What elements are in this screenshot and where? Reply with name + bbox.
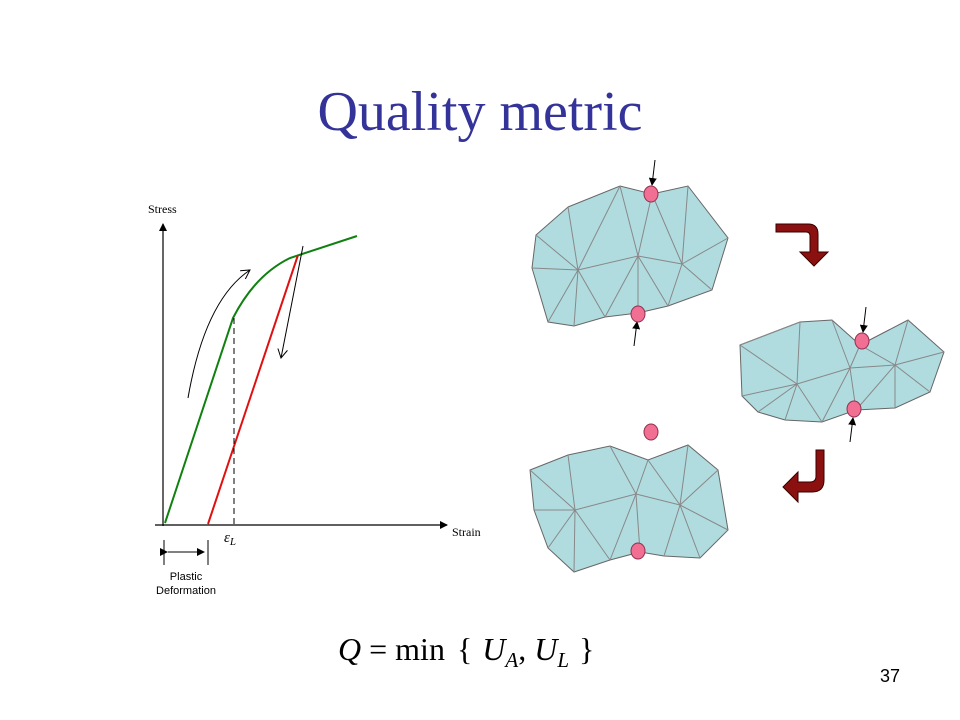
mesh-after-line bbox=[679, 469, 719, 506]
mesh-after-line bbox=[679, 504, 729, 531]
mesh-middle-line bbox=[894, 319, 909, 366]
mesh-before-line bbox=[619, 185, 639, 257]
mesh-middle-line bbox=[784, 383, 798, 421]
slide-title: Quality metric bbox=[317, 81, 642, 143]
mesh-middle-line bbox=[894, 364, 931, 393]
formula-part: , bbox=[518, 631, 526, 667]
mesh-middle-line bbox=[796, 321, 801, 385]
step-arrows-path bbox=[782, 449, 825, 504]
mesh-before-line bbox=[577, 185, 621, 271]
mesh-middle-line bbox=[855, 364, 896, 411]
formula-part: } bbox=[579, 631, 594, 667]
mesh-after-line bbox=[529, 469, 576, 511]
epsilon-label: εL bbox=[224, 530, 236, 548]
y-axis-label: Stress bbox=[148, 202, 177, 216]
formula-part: Q bbox=[338, 631, 361, 667]
mesh-after-line bbox=[679, 444, 689, 506]
page-number: 37 bbox=[880, 666, 900, 686]
mesh-after-line bbox=[567, 454, 576, 511]
mesh-middle-line bbox=[859, 344, 896, 366]
stress-strain-graph-line bbox=[281, 245, 304, 358]
mesh-before-line bbox=[681, 185, 689, 265]
mesh-after-line bbox=[635, 493, 681, 506]
mesh-before-line bbox=[531, 267, 579, 271]
mesh-middle-line bbox=[739, 321, 801, 346]
mesh-after-line bbox=[635, 493, 641, 553]
mesh-before-line bbox=[604, 255, 639, 318]
stress-strain-graph-line bbox=[207, 254, 299, 525]
formula-part: U bbox=[534, 631, 559, 667]
force-pins-ellipse bbox=[643, 423, 659, 441]
stress-strain-graph-path bbox=[164, 235, 358, 524]
mesh-before-line bbox=[577, 255, 639, 271]
epsilon-subscript: L bbox=[229, 536, 236, 548]
mesh-middle-line bbox=[831, 319, 851, 369]
epsilon-symbol: ε bbox=[224, 530, 230, 546]
force-pins-line bbox=[632, 321, 641, 347]
mesh-middle-line bbox=[849, 364, 896, 369]
mesh-before-line bbox=[637, 255, 683, 265]
formula-part: = bbox=[369, 631, 387, 667]
mesh-after-line bbox=[663, 504, 681, 557]
force-pins-line bbox=[859, 306, 868, 333]
step-arrows-path bbox=[775, 223, 830, 267]
mesh-middle-line bbox=[796, 383, 823, 423]
mesh-middle-line bbox=[757, 383, 798, 413]
mesh-after-line bbox=[574, 493, 637, 511]
force-pins-ellipse bbox=[643, 185, 659, 203]
mesh-middle-polygon bbox=[739, 319, 945, 423]
stress-strain-graph: Stress Strain εL Plastic Deformation bbox=[148, 202, 481, 597]
mesh-middle-line bbox=[821, 367, 851, 423]
formula-part: U bbox=[482, 631, 507, 667]
mesh-middle-line bbox=[894, 351, 945, 366]
mesh-middle bbox=[739, 319, 945, 423]
mesh-after-line bbox=[573, 509, 576, 573]
mesh-after-line bbox=[574, 509, 611, 561]
force-pins-line bbox=[648, 159, 657, 186]
mesh-after-line bbox=[609, 445, 637, 495]
mesh-before-line bbox=[637, 255, 669, 307]
mesh-before bbox=[531, 185, 729, 327]
bracket-label: Plastic bbox=[170, 571, 203, 583]
force-pins bbox=[630, 159, 870, 560]
mesh-before-line bbox=[567, 206, 579, 271]
mesh-before-line bbox=[651, 193, 683, 265]
force-pins-ellipse bbox=[630, 305, 646, 323]
formula-part: min bbox=[395, 631, 445, 667]
x-axis-label: Strain bbox=[452, 525, 481, 539]
force-pins-line bbox=[848, 417, 857, 443]
force-pins-ellipse bbox=[846, 400, 862, 418]
mesh-after-line bbox=[635, 459, 649, 495]
mesh-after bbox=[529, 444, 729, 573]
force-pins-ellipse bbox=[854, 332, 870, 350]
mesh-middle-line bbox=[739, 344, 798, 385]
mesh-before-line bbox=[681, 237, 729, 265]
mesh-middle-line bbox=[741, 383, 798, 397]
stress-strain-graph-path bbox=[187, 270, 250, 399]
mesh-before-line bbox=[667, 263, 683, 307]
formula-part: A bbox=[503, 648, 518, 672]
mesh-before-line bbox=[577, 269, 606, 318]
mesh-before-line bbox=[573, 269, 579, 327]
mesh-before-line bbox=[637, 193, 653, 257]
formula-part: { bbox=[457, 631, 472, 667]
mesh-after-line bbox=[647, 459, 681, 506]
mesh-middle-line bbox=[849, 344, 861, 369]
mesh-after-line bbox=[609, 493, 637, 561]
mesh-before-line bbox=[535, 234, 579, 271]
force-pins-ellipse bbox=[630, 542, 646, 560]
mesh-after-line bbox=[547, 509, 576, 549]
bracket-label: Deformation bbox=[156, 585, 216, 597]
mesh-before-line bbox=[547, 269, 579, 323]
step-arrows bbox=[775, 223, 830, 504]
mesh-middle-line bbox=[796, 367, 851, 385]
formula-part: L bbox=[556, 648, 569, 672]
mesh-before-line bbox=[681, 263, 713, 291]
formula: Q = min{UA, UL} bbox=[338, 631, 594, 672]
mesh-after-line bbox=[679, 504, 701, 559]
